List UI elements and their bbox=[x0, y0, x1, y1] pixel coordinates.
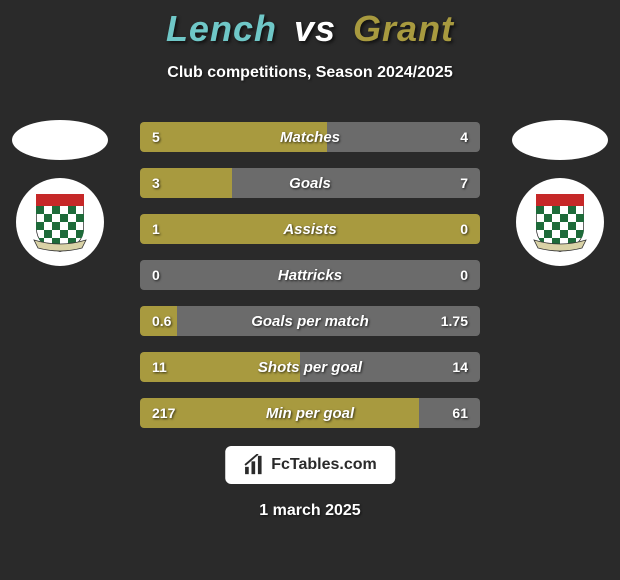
vs-text: vs bbox=[294, 8, 336, 49]
stats-bars: 54Matches 37Goals 10Assists 00Hattricks 0.61… bbox=[140, 122, 480, 444]
brand-logo: FcTables.com bbox=[225, 446, 395, 484]
stat-label: Goals per match bbox=[140, 306, 480, 336]
stat-label: Matches bbox=[140, 122, 480, 152]
left-ellipse bbox=[12, 120, 108, 160]
player2-club-badge bbox=[516, 178, 604, 266]
crest-icon bbox=[532, 190, 588, 254]
player1-name: Lench bbox=[166, 8, 277, 49]
stat-bar: 10Assists bbox=[140, 214, 480, 244]
stat-bar: 0.61.75Goals per match bbox=[140, 306, 480, 336]
stat-label: Goals bbox=[140, 168, 480, 198]
subtitle: Club competitions, Season 2024/2025 bbox=[0, 64, 620, 82]
stat-label: Shots per goal bbox=[140, 352, 480, 382]
stat-label: Hattricks bbox=[140, 260, 480, 290]
comparison-title: Lench vs Grant bbox=[0, 0, 620, 50]
stat-bar: 21761Min per goal bbox=[140, 398, 480, 428]
player1-club-badge bbox=[16, 178, 104, 266]
stat-bar: 00Hattricks bbox=[140, 260, 480, 290]
stat-label: Assists bbox=[140, 214, 480, 244]
right-ellipse bbox=[512, 120, 608, 160]
stat-bar: 1114Shots per goal bbox=[140, 352, 480, 382]
date-text: 1 march 2025 bbox=[0, 502, 620, 520]
stat-bar: 54Matches bbox=[140, 122, 480, 152]
stat-bar: 37Goals bbox=[140, 168, 480, 198]
chart-icon bbox=[243, 454, 265, 476]
crest-icon bbox=[32, 190, 88, 254]
stat-label: Min per goal bbox=[140, 398, 480, 428]
brand-text: FcTables.com bbox=[271, 456, 377, 474]
player2-name: Grant bbox=[353, 8, 454, 49]
